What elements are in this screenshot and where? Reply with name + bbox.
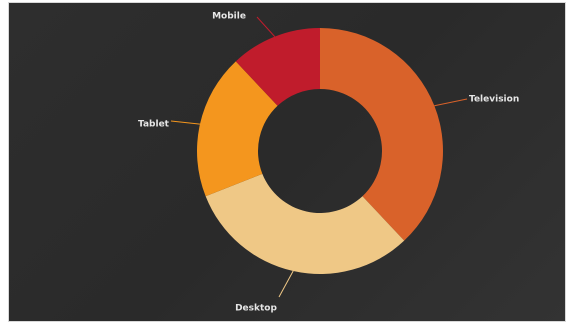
label-desktop: Desktop <box>235 304 277 314</box>
donut-chart: Television Desktop Tablet Mobile <box>138 12 519 314</box>
leader-line-television <box>434 98 468 107</box>
slices-group <box>196 28 443 274</box>
leader-line-mobile <box>256 16 276 37</box>
labels-group: Television Desktop Tablet Mobile <box>138 12 519 314</box>
leader-line-tablet <box>170 120 201 125</box>
slice-desktop <box>205 173 405 274</box>
slice-mobile <box>235 28 320 106</box>
chart-panel: Television Desktop Tablet Mobile <box>8 2 566 322</box>
leader-lines-group <box>170 16 468 298</box>
label-mobile: Mobile <box>212 12 246 22</box>
leader-line-desktop <box>278 270 294 298</box>
slice-tablet <box>196 61 278 197</box>
label-tablet: Tablet <box>138 120 170 130</box>
slice-television <box>320 28 443 241</box>
label-television: Television <box>469 95 519 105</box>
